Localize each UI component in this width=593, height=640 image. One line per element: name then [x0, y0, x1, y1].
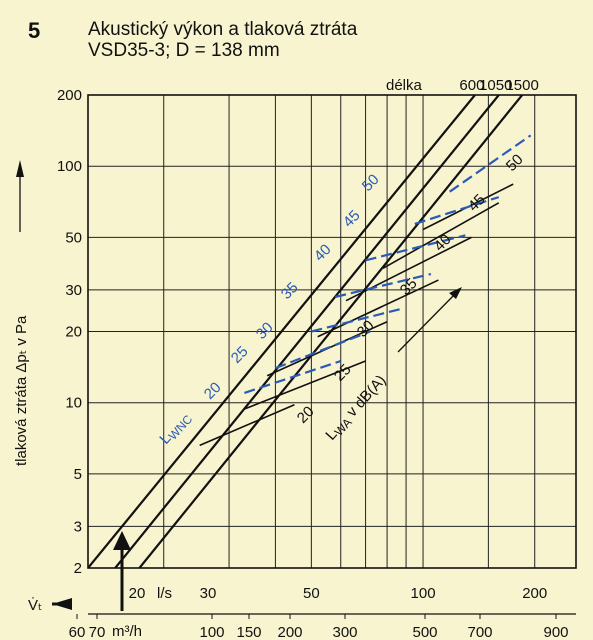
x-m3h-tick-60: 60 [69, 624, 86, 640]
lwa-level-50: 50 [503, 151, 527, 175]
chart-title-block: Akustický výkon a tlaková ztráta VSD35-3… [88, 19, 357, 61]
lwa-line-25 [244, 360, 366, 410]
lwnc-line-20 [244, 360, 342, 394]
lwa-line-35 [317, 279, 439, 338]
x-ls-tick-20: 20 [129, 585, 146, 602]
lwnc-level-40: 40 [311, 241, 335, 265]
x-ls-tick-30: 30 [200, 585, 217, 602]
y-tick-label: 50 [65, 229, 82, 246]
length-line-1050 [114, 95, 500, 568]
x-m3h-tick-700: 700 [467, 624, 492, 640]
x-m3h-tick-500: 500 [412, 624, 437, 640]
lwa-level-35: 35 [397, 275, 421, 299]
lwnc-line-35 [335, 272, 432, 299]
length-label-1050: 1050 [479, 77, 512, 94]
annotation-arrow-head [113, 531, 131, 550]
lwnc-level-50: 50 [359, 171, 383, 195]
y-tick-label: 30 [65, 282, 82, 299]
plot-frame [87, 94, 577, 569]
lwnc-lines [244, 134, 532, 394]
length-label-1500: 1500 [505, 77, 538, 94]
length-label-600: 600 [459, 77, 484, 94]
lwnc-line-25 [275, 330, 371, 370]
length-lines [88, 95, 524, 568]
lwnc-line-50 [449, 134, 532, 193]
x-m3h-tick-70: 70 [89, 624, 106, 640]
lwnc-line-45 [414, 196, 500, 225]
x-m3h-tick-900: 900 [543, 624, 568, 640]
lwnc-level-45: 45 [340, 207, 364, 231]
x-m3h-tick-labels: 60 70 100 150 200 300 500 700 900 [69, 614, 569, 640]
x-ls-tick-200: 200 [522, 585, 547, 602]
y-tick-labels: 2 3 5 10 20 30 50 100 200 [57, 87, 82, 577]
x-ls-tick-100: 100 [411, 585, 436, 602]
x-m3h-unit: m³/h [112, 623, 142, 640]
lwa-line-20 [199, 404, 295, 447]
y-tick-label: 3 [74, 518, 82, 535]
lwnc-line-40 [365, 234, 466, 262]
x-m3h-tick-150: 150 [236, 624, 261, 640]
lwnc-level-20: 20 [201, 379, 225, 403]
x-ls-tick-labels: 20 30 50 100 200 [129, 585, 548, 602]
x-m3h-tick-200: 200 [277, 624, 302, 640]
y-tick-label: 100 [57, 158, 82, 175]
y-tick-label: 10 [65, 395, 82, 412]
length-line-600 [88, 95, 476, 568]
length-line-1500 [138, 95, 524, 568]
x-ls-unit: l/s [157, 585, 172, 602]
length-header-label: délka [386, 77, 423, 94]
chart-title: Akustický výkon a tlaková ztráta [88, 19, 358, 40]
x-ls-tick-50: 50 [303, 585, 320, 602]
y-tick-label: 5 [74, 466, 82, 483]
y-tick-label: 2 [74, 560, 82, 577]
lwa-axis-label: LWA v dB(A) [322, 372, 391, 445]
x-axis-symbol: V̇ₜ [28, 597, 42, 614]
y-tick-label: 20 [65, 324, 82, 341]
lwnc-level-30: 30 [253, 319, 277, 343]
lwa-level-40: 40 [431, 231, 455, 255]
lwa-arrow-head [449, 287, 462, 299]
lwa-direction-arrow [397, 290, 459, 353]
x-m3h-tick-100: 100 [199, 624, 224, 640]
y-axis-arrow-head [16, 160, 24, 177]
chart-subtitle: VSD35-3; D = 138 mm [88, 40, 280, 61]
x-m3h-tick-300: 300 [332, 624, 357, 640]
lwa-line-45 [382, 202, 500, 270]
lwnc-level-35: 35 [278, 279, 302, 303]
lwa-level-20: 20 [294, 403, 318, 427]
lwnc-level-25: 25 [228, 343, 252, 367]
y-tick-label: 200 [57, 87, 82, 104]
y-axis-title: tlaková ztráta Δpₜ v Pa [13, 315, 30, 466]
figure-number: 5 [28, 18, 41, 43]
lwa-level-25: 25 [331, 361, 355, 385]
